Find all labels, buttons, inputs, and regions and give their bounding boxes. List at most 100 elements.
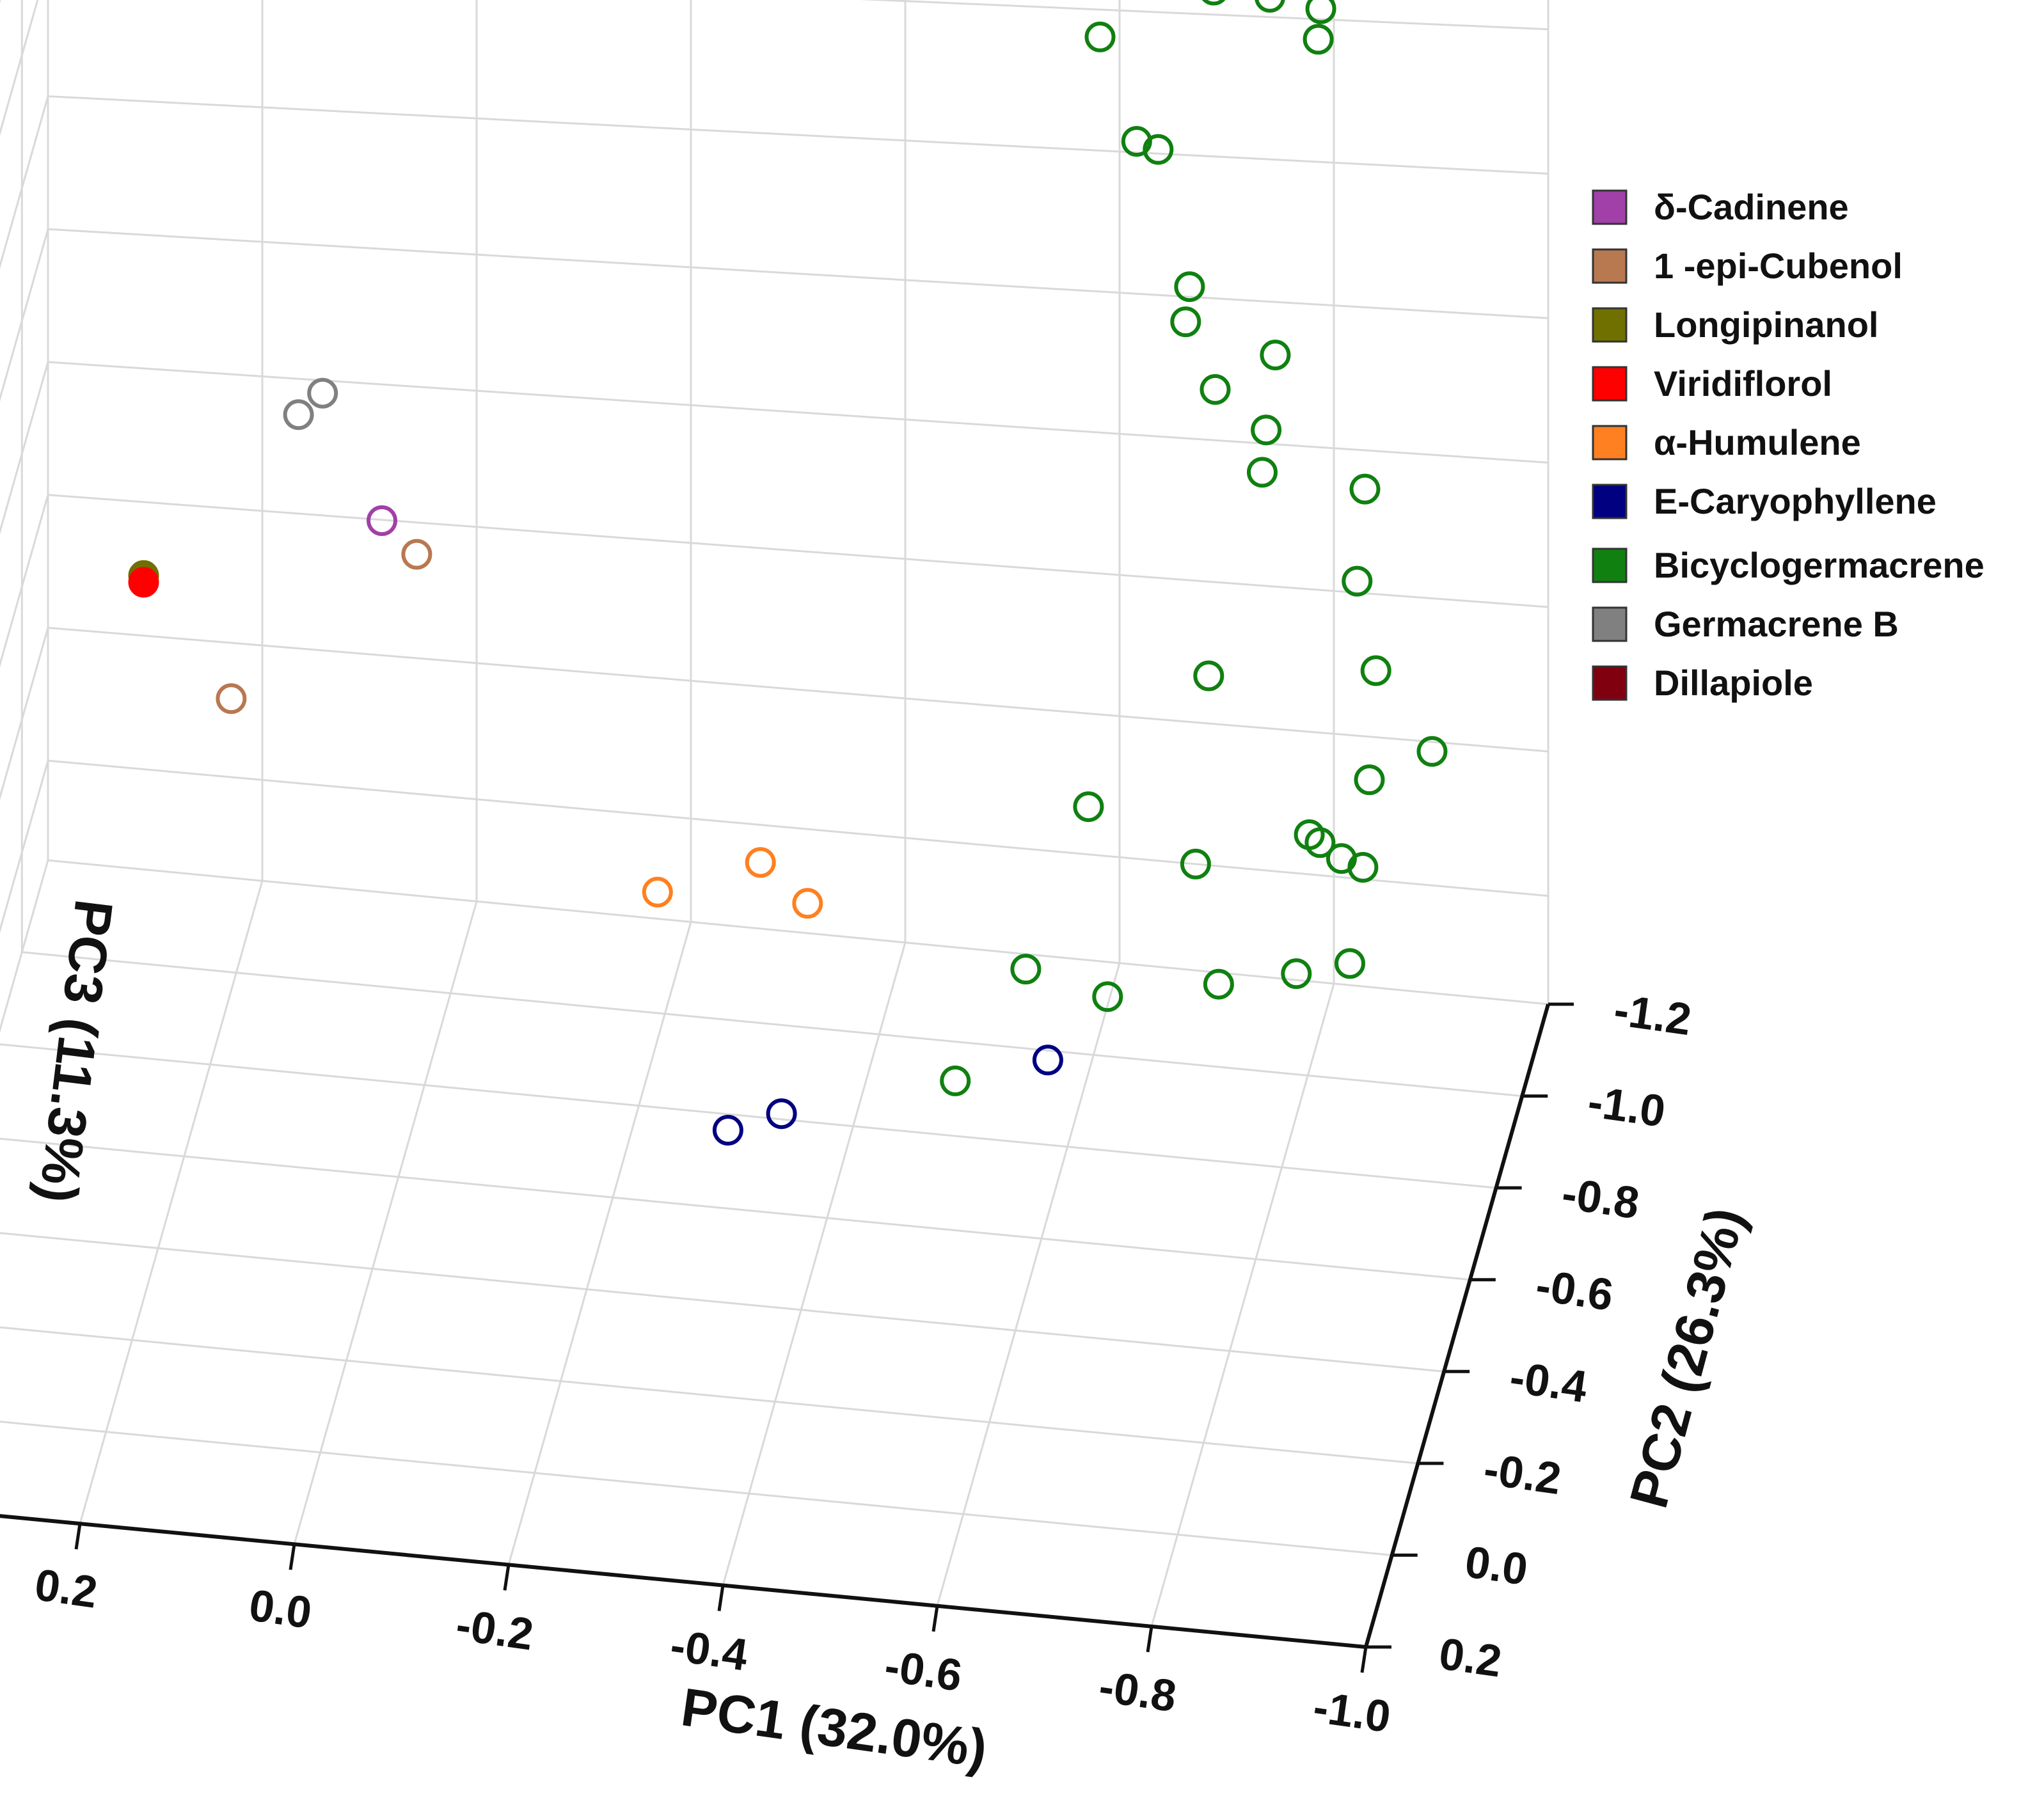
gridline [79, 880, 264, 1524]
legend-label: Longipinanol [1654, 304, 1878, 345]
gridline [0, 1326, 1418, 1465]
legend-label: Bicyclogermacrene [1654, 545, 1985, 585]
legend-swatch [1592, 425, 1628, 461]
legend-swatch [1592, 548, 1628, 583]
gridline [293, 901, 478, 1545]
data-point [401, 539, 432, 570]
x-tick-label: -0.6 [882, 1641, 965, 1701]
legend-label: 1 -epi-Cubenol [1654, 246, 1903, 286]
data-point [1247, 457, 1278, 488]
data-point [1335, 948, 1365, 979]
x-tick-label: 0.0 [246, 1580, 315, 1638]
x-tick-label: -0.2 [453, 1600, 536, 1660]
data-point [1347, 852, 1379, 883]
gridline [507, 922, 692, 1565]
legend-swatch [1592, 484, 1628, 519]
gridline [0, 361, 49, 535]
gridline [47, 361, 1549, 464]
gridline [47, 494, 1549, 608]
x-tick-label: -0.4 [667, 1620, 750, 1680]
x-tick-label: 0.2 [32, 1559, 100, 1618]
gridline [47, 626, 1549, 753]
data-point [642, 876, 673, 908]
gridline [0, 1137, 1471, 1281]
legend-label: E-Caryophyllene [1654, 481, 1937, 521]
data-point [128, 567, 159, 598]
data-point [283, 399, 314, 430]
data-point [1193, 660, 1224, 691]
data-points [128, 0, 1448, 1146]
x-tick-mark [931, 1605, 939, 1632]
gridline [47, 95, 1549, 175]
x-tick-mark [289, 1543, 296, 1570]
legend-swatch [1592, 307, 1628, 343]
legend-label: δ-Cadinene [1654, 187, 1849, 227]
gridline [0, 0, 39, 136]
y-tick-label: -0.6 [1533, 1260, 1616, 1320]
x-tick-mark [1146, 1626, 1153, 1653]
data-point [940, 1065, 971, 1096]
gridline [47, 859, 1549, 1005]
legend-label: Viridiflorol [1654, 363, 1832, 404]
data-point [1360, 655, 1391, 686]
data-point [712, 1115, 743, 1146]
x-tick-mark [1360, 1646, 1368, 1673]
grid-planes [0, 0, 1549, 1648]
y-tick-label: -0.2 [1481, 1444, 1564, 1504]
y-tick-label: 0.0 [1462, 1536, 1530, 1595]
data-point [1251, 414, 1282, 446]
data-point [1203, 968, 1234, 1000]
x-tick-label: -0.8 [1096, 1661, 1179, 1721]
data-point [1281, 958, 1312, 989]
data-point [1180, 848, 1211, 879]
data-point [1260, 340, 1291, 370]
y-tick-label: -0.4 [1507, 1352, 1590, 1412]
data-point [1349, 473, 1381, 505]
data-point [367, 505, 397, 536]
y-axis-line [1364, 1004, 1550, 1648]
legend-swatch [1592, 189, 1628, 225]
gridline [0, 1421, 1392, 1556]
y-tick-label: -0.8 [1559, 1168, 1642, 1228]
data-point [1170, 306, 1201, 338]
x-tick-label: -1.0 [1310, 1682, 1393, 1742]
y-tick-label: -1.2 [1611, 984, 1694, 1044]
data-point [1084, 21, 1116, 52]
gridline [22, 951, 1523, 1098]
x-tick-mark [717, 1585, 725, 1611]
gridline [722, 942, 907, 1586]
data-point [1342, 565, 1373, 597]
gridline [0, 627, 49, 801]
data-point [1200, 374, 1231, 405]
axes [0, 1002, 1574, 1673]
z-axis-title: PC3 (11.3%) [28, 896, 124, 1206]
data-point [1304, 827, 1336, 858]
y-axis-title: PC2 (26.3%) [1618, 1201, 1755, 1514]
gridline [0, 96, 49, 269]
data-point [1143, 134, 1174, 165]
data-point [1032, 1044, 1063, 1076]
tick-labels: 0.40.20.0-0.2-0.4-0.6-0.8-1.00.20.0-0.2-… [32, 984, 1695, 1742]
x-axis-line [0, 1514, 1367, 1649]
gridline [0, 1232, 1445, 1373]
data-point [1354, 764, 1385, 796]
data-point [1201, 0, 1226, 6]
data-point [1303, 24, 1334, 55]
gridline [936, 963, 1121, 1607]
data-point [1305, 0, 1336, 24]
data-point [1073, 791, 1104, 823]
data-point [1174, 271, 1205, 303]
gridline [0, 494, 49, 668]
gridline [47, 228, 1549, 319]
data-point [1010, 954, 1042, 985]
data-point [1255, 0, 1285, 13]
legend-swatch [1592, 606, 1628, 642]
gridline [0, 228, 49, 402]
gridline [47, 759, 1549, 897]
data-point [1121, 126, 1152, 157]
data-point [307, 377, 338, 409]
data-point [216, 683, 247, 714]
legend-swatch [1592, 248, 1628, 284]
legend-label: Germacrene B [1654, 604, 1899, 644]
data-point [1092, 981, 1123, 1013]
